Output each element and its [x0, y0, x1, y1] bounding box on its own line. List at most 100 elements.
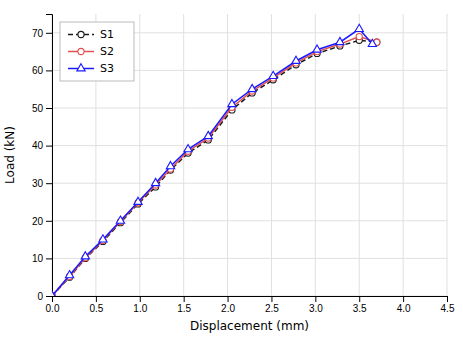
grid-line-x: [139, 14, 140, 296]
tick: 0: [37, 291, 52, 302]
y-axis: 0 10 20 30 40 50 60 70: [32, 15, 53, 302]
tick-label: 1.5: [177, 303, 191, 314]
grid-line-x: [271, 14, 272, 296]
series: [52, 33, 380, 296]
grid-line-x: [359, 14, 360, 296]
point: [368, 39, 376, 46]
x-axis-title: Displacement (mm): [190, 319, 309, 333]
point: [269, 71, 277, 78]
legend-marker: [78, 48, 84, 54]
tick: 20: [32, 216, 52, 227]
tick-mark: [447, 296, 448, 302]
tick-label: 3.5: [353, 303, 367, 314]
tick-label: 60: [32, 65, 44, 76]
tick-label: 20: [32, 216, 44, 227]
series-line: [52, 29, 372, 296]
point: [134, 197, 142, 204]
legend-item: S1: [68, 28, 114, 41]
tick: 0.0: [46, 296, 60, 314]
tick-label: 0.0: [46, 303, 60, 314]
tick: 60: [32, 65, 52, 76]
tick-label: 10: [32, 253, 44, 264]
point: [204, 131, 212, 138]
point: [116, 216, 124, 223]
tick-label: 30: [32, 178, 44, 189]
grid: [52, 14, 447, 296]
point: [81, 252, 89, 259]
point: [292, 56, 300, 63]
tick-mark: [46, 258, 52, 259]
legend-box: [60, 22, 134, 81]
tick-mark: [46, 33, 52, 34]
tick: 50: [32, 103, 52, 114]
grid-line-y: [52, 108, 447, 109]
tick-label: 50: [32, 103, 44, 114]
y-axis-title: Load (kN): [3, 126, 17, 184]
tick: 3.0: [309, 296, 323, 314]
tick-mark: [359, 296, 360, 302]
tick-mark: [46, 296, 52, 297]
legend: S1 S2 S3: [60, 22, 134, 81]
point: [313, 45, 321, 52]
tick: 10: [32, 253, 52, 264]
legend-label: S2: [100, 45, 114, 58]
tick-mark: [140, 296, 141, 302]
tick: 3.5: [353, 296, 367, 314]
tick-mark: [46, 221, 52, 222]
point: [356, 33, 362, 39]
point: [355, 24, 363, 31]
axis-line: [53, 297, 448, 303]
tick: 70: [32, 28, 52, 39]
tick-mark: [46, 146, 52, 147]
tick: 30: [32, 178, 52, 189]
tick-mark: [184, 296, 185, 302]
point: [99, 235, 107, 242]
legend-item: S3: [68, 62, 114, 75]
tick-label: 3.0: [309, 303, 323, 314]
grid-line-y: [52, 145, 447, 146]
tick: 2.0: [221, 296, 235, 314]
point: [248, 84, 256, 91]
legend-marker: [77, 64, 85, 71]
series-layer: [52, 24, 380, 296]
grid-line-y: [52, 220, 447, 221]
grid-line-y: [52, 258, 447, 259]
legend-item: S2: [68, 45, 114, 58]
point: [228, 99, 236, 106]
x-axis: 0.0 0.5 1.0 1.5 2.0 2.5 3.0 3.5 4.0 4.5: [46, 296, 455, 314]
grid-line-x: [447, 14, 448, 296]
legend-label: S1: [100, 28, 114, 41]
legend-marker: [78, 31, 84, 37]
tick-label: 4.0: [397, 303, 411, 314]
tick: 4.0: [397, 296, 411, 314]
grid-line-x: [227, 14, 228, 296]
tick: 2.5: [265, 296, 279, 314]
point: [65, 271, 73, 278]
tick-mark: [46, 108, 52, 109]
tick-mark: [271, 296, 272, 302]
tick-label: 70: [32, 28, 44, 39]
point: [151, 178, 159, 185]
tick-label: 0: [37, 291, 43, 302]
tick: 4.5: [441, 296, 455, 314]
chart: 0.0 0.5 1.0 1.5 2.0 2.5 3.0 3.5 4.0 4.5 0 10 20 30 40 5…: [0, 0, 463, 338]
grid-line-y: [52, 183, 447, 184]
tick-label: 2.0: [221, 303, 235, 314]
tick-mark: [403, 296, 404, 302]
tick-mark: [228, 296, 229, 302]
tick-mark: [46, 70, 52, 71]
legend-label: S3: [100, 62, 114, 75]
tick-label: 0.5: [89, 303, 103, 314]
tick: 40: [32, 140, 52, 151]
tick: 1.0: [133, 296, 147, 314]
tick-label: 2.5: [265, 303, 279, 314]
point: [52, 291, 56, 296]
tick-label: 40: [32, 140, 44, 151]
tick-mark: [46, 183, 52, 184]
axis-line: [46, 15, 53, 297]
point: [184, 145, 192, 152]
series: [52, 24, 377, 296]
tick-mark: [315, 296, 316, 302]
tick: 1.5: [177, 296, 191, 314]
tick-mark: [96, 296, 97, 302]
